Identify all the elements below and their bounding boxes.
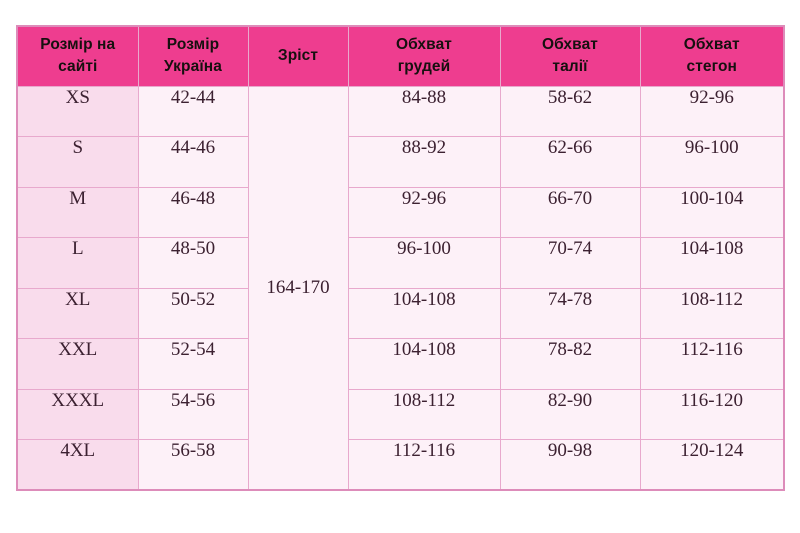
cell-hips: 96-100: [639, 136, 785, 188]
cell-hips: 92-96: [639, 85, 785, 137]
table-row: S 44-46 88-92 62-66 96-100: [16, 136, 785, 188]
column-header-site-size-line-2: сайті: [58, 58, 98, 76]
cell-chest: 104-108: [347, 338, 501, 390]
cell-waist: 66-70: [499, 186, 641, 238]
cell-ua-size: 46-48: [137, 186, 249, 238]
cell-hips: 108-112: [639, 287, 785, 339]
column-header-chest-line-1: Обхват: [395, 35, 452, 53]
table-row: M 46-48 92-96 66-70 100-104: [16, 186, 785, 238]
cell-hips: 120-124: [639, 439, 785, 491]
cell-site-size: XXL: [16, 338, 139, 390]
column-header-height-line-1: Зріст: [277, 47, 319, 65]
cell-chest: 88-92: [347, 136, 501, 188]
table-body: XS 42-44 164-170 84-88 58-62 92-96 S 44-…: [16, 85, 785, 491]
cell-chest: 96-100: [347, 237, 501, 289]
table-header: Розмір на сайті Розмір Україна Зріст Обх…: [16, 25, 785, 87]
cell-waist: 78-82: [499, 338, 641, 390]
cell-site-size: 4XL: [16, 439, 139, 491]
cell-hips: 100-104: [639, 186, 785, 238]
cell-height-merged: 164-170: [247, 85, 349, 491]
column-header-hips-line-1: Обхват: [683, 35, 740, 53]
cell-chest: 84-88: [347, 85, 501, 137]
cell-chest: 112-116: [347, 439, 501, 491]
table-row: L 48-50 96-100 70-74 104-108: [16, 237, 785, 289]
size-chart-table: Розмір на сайті Розмір Україна Зріст Обх…: [16, 25, 785, 491]
cell-chest: 108-112: [347, 388, 501, 440]
cell-site-size: XS: [16, 85, 139, 137]
table-row: XS 42-44 164-170 84-88 58-62 92-96: [16, 85, 785, 491]
cell-waist: 70-74: [499, 237, 641, 289]
cell-ua-size: 42-44: [137, 85, 249, 137]
cell-ua-size: 56-58: [137, 439, 249, 491]
cell-hips: 104-108: [639, 237, 785, 289]
cell-waist: 62-66: [499, 136, 641, 188]
cell-chest: 92-96: [347, 186, 501, 238]
column-header-chest-line-2: грудей: [397, 58, 451, 76]
column-header-waist-line-2: талії: [552, 58, 588, 76]
cell-ua-size: 44-46: [137, 136, 249, 188]
cell-chest: 104-108: [347, 287, 501, 339]
column-header-chest: Обхват грудей: [347, 25, 501, 87]
table-row: XXXL 54-56 108-112 82-90 116-120: [16, 388, 785, 440]
cell-waist: 90-98: [499, 439, 641, 491]
column-header-ua-size-line-1: Розмір: [166, 35, 220, 53]
column-header-hips-line-2: стегон: [686, 58, 737, 76]
column-header-ua-size-line-2: Україна: [164, 58, 222, 76]
cell-waist: 58-62: [499, 85, 641, 137]
cell-ua-size: 52-54: [137, 338, 249, 390]
column-header-waist: Обхват талії: [499, 25, 641, 87]
column-header-site-size-line-1: Розмір на: [40, 35, 116, 53]
cell-site-size: L: [16, 237, 139, 289]
column-header-site-size: Розмір на сайті: [16, 25, 139, 87]
table-row: 4XL 56-58 112-116 90-98 120-124: [16, 439, 785, 491]
header-row: Розмір на сайті Розмір Україна Зріст Обх…: [16, 25, 785, 87]
column-header-ua-size: Розмір Україна: [137, 25, 249, 87]
cell-ua-size: 48-50: [137, 237, 249, 289]
table-row: XL 50-52 104-108 74-78 108-112: [16, 287, 785, 339]
cell-site-size: XXXL: [16, 388, 139, 440]
cell-ua-size: 54-56: [137, 388, 249, 440]
cell-site-size: M: [16, 186, 139, 238]
size-chart-container: Розмір на сайті Розмір Україна Зріст Обх…: [16, 25, 785, 491]
column-header-height: Зріст: [247, 25, 349, 87]
cell-waist: 82-90: [499, 388, 641, 440]
cell-hips: 112-116: [639, 338, 785, 390]
cell-waist: 74-78: [499, 287, 641, 339]
cell-hips: 116-120: [639, 388, 785, 440]
table-row: XXL 52-54 104-108 78-82 112-116: [16, 338, 785, 390]
cell-site-size: S: [16, 136, 139, 188]
column-header-hips: Обхват стегон: [639, 25, 785, 87]
cell-ua-size: 50-52: [137, 287, 249, 339]
cell-site-size: XL: [16, 287, 139, 339]
column-header-waist-line-1: Обхват: [541, 35, 598, 53]
